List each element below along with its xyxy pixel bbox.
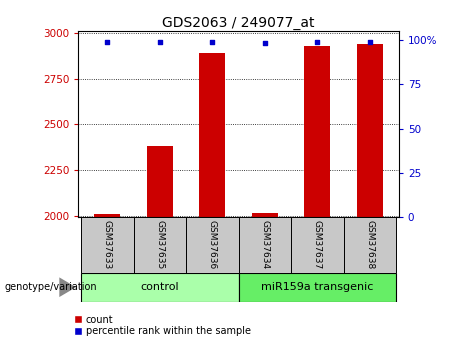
FancyBboxPatch shape <box>186 217 239 273</box>
Text: GSM37636: GSM37636 <box>208 220 217 269</box>
Bar <box>252 213 278 217</box>
Bar <box>357 44 383 217</box>
Title: GDS2063 / 249077_at: GDS2063 / 249077_at <box>162 16 315 30</box>
Point <box>261 41 268 46</box>
Point <box>366 39 373 45</box>
FancyBboxPatch shape <box>81 273 239 302</box>
Point <box>156 39 164 45</box>
Text: GSM37633: GSM37633 <box>103 220 112 269</box>
Text: miR159a transgenic: miR159a transgenic <box>261 282 373 292</box>
FancyBboxPatch shape <box>134 217 186 273</box>
Bar <box>199 53 225 217</box>
Point <box>209 39 216 45</box>
Text: GSM37637: GSM37637 <box>313 220 322 269</box>
Legend: count, percentile rank within the sample: count, percentile rank within the sample <box>70 311 255 340</box>
Text: GSM37634: GSM37634 <box>260 220 269 269</box>
FancyBboxPatch shape <box>81 217 134 273</box>
FancyBboxPatch shape <box>239 217 291 273</box>
FancyBboxPatch shape <box>239 273 396 302</box>
Text: genotype/variation: genotype/variation <box>5 282 97 292</box>
Bar <box>304 46 331 217</box>
Bar <box>147 146 173 217</box>
Text: GSM37635: GSM37635 <box>155 220 164 269</box>
Text: control: control <box>141 282 179 292</box>
Point <box>313 39 321 45</box>
FancyBboxPatch shape <box>291 217 343 273</box>
Polygon shape <box>59 277 76 297</box>
Point <box>104 39 111 45</box>
FancyBboxPatch shape <box>343 217 396 273</box>
Text: GSM37638: GSM37638 <box>366 220 374 269</box>
Bar <box>94 214 120 217</box>
